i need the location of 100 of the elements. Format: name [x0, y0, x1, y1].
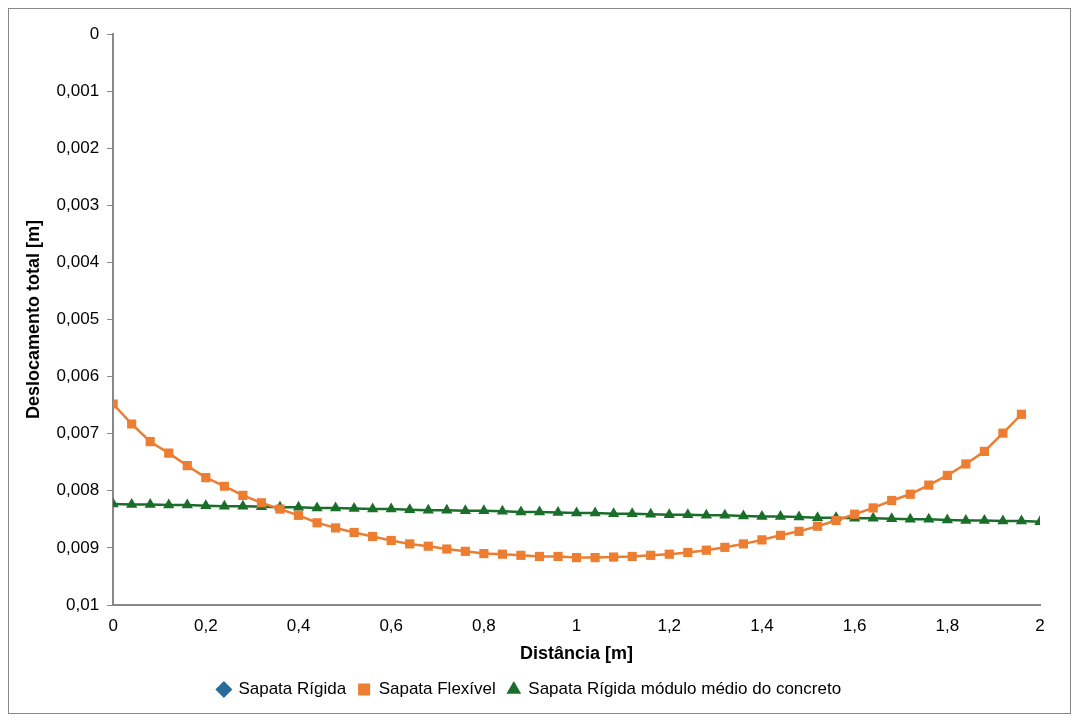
point — [700, 508, 712, 519]
point — [737, 509, 750, 520]
point — [590, 553, 600, 563]
point — [163, 498, 175, 509]
point — [348, 502, 360, 512]
x-tick-label: 1,2 — [657, 615, 682, 635]
x-tick-label: 1,6 — [842, 615, 867, 635]
point — [646, 550, 656, 560]
point — [479, 549, 489, 559]
point — [405, 539, 415, 549]
x-tick-label: 0,6 — [379, 615, 404, 635]
y-tick-label: 0,001 — [56, 80, 100, 100]
point — [886, 512, 898, 523]
legend-label: Sapata Flexível — [378, 679, 496, 699]
point — [794, 526, 804, 536]
point — [775, 530, 786, 540]
point — [534, 551, 545, 562]
point — [349, 527, 359, 538]
y-tick-label: 0,01 — [66, 594, 100, 614]
point — [626, 507, 638, 517]
point — [868, 503, 878, 513]
y-tick-label: 0,004 — [56, 252, 100, 272]
point — [478, 504, 490, 515]
point — [757, 535, 767, 545]
legend-label: Sapata Rígida — [238, 679, 347, 699]
point — [404, 503, 416, 513]
point — [329, 501, 342, 512]
y-tick-label: 0 — [89, 23, 100, 43]
x-tick-label: 0 — [108, 615, 118, 635]
point — [811, 511, 824, 521]
y-tick-label: 0,007 — [56, 423, 100, 443]
y-tick-label: 0,009 — [56, 537, 100, 557]
point — [570, 506, 583, 517]
point — [311, 501, 323, 512]
point — [386, 535, 396, 546]
point — [589, 506, 601, 517]
point — [1015, 514, 1028, 525]
point — [385, 502, 397, 513]
point — [701, 545, 711, 555]
point — [887, 495, 897, 506]
point — [812, 521, 823, 531]
point — [516, 550, 526, 560]
point — [442, 544, 452, 554]
legend-label: Sapata Rígida módulo médio do concreto — [528, 679, 842, 699]
x-tick-label: 0,8 — [472, 615, 496, 635]
point — [164, 448, 174, 458]
point — [515, 505, 527, 516]
point — [1016, 409, 1027, 419]
point — [496, 504, 509, 515]
x-tick-label: 1 — [571, 615, 582, 635]
x-axis-title: Distância [m] — [520, 643, 634, 664]
point — [961, 459, 971, 469]
point — [720, 542, 730, 552]
point — [330, 523, 341, 533]
point — [127, 419, 137, 429]
point — [941, 513, 953, 524]
point — [201, 473, 211, 483]
x-tick-label: 1,4 — [750, 615, 774, 635]
point — [942, 470, 952, 480]
point — [904, 512, 916, 523]
point — [683, 547, 693, 558]
point — [663, 508, 675, 519]
point — [793, 510, 805, 521]
point — [738, 539, 748, 549]
x-tick-label: 1,8 — [935, 615, 960, 635]
point — [960, 513, 972, 524]
point — [552, 506, 564, 516]
y-tick-label: 0,003 — [56, 194, 100, 214]
point — [627, 551, 637, 562]
point — [293, 510, 304, 520]
point — [126, 498, 138, 508]
x-tick-label: 0,4 — [286, 615, 311, 635]
point — [608, 507, 620, 517]
point — [571, 553, 582, 563]
point — [831, 515, 841, 526]
point — [368, 531, 378, 542]
y-tick-label: 0,006 — [56, 366, 100, 386]
point — [292, 500, 305, 511]
point — [219, 481, 229, 491]
point — [682, 508, 694, 519]
point — [756, 510, 768, 520]
point — [145, 437, 155, 447]
point — [924, 480, 934, 490]
x-tick-label: 0,2 — [194, 615, 218, 635]
point — [238, 490, 248, 500]
point — [997, 514, 1009, 525]
point — [275, 504, 285, 514]
point — [497, 549, 508, 559]
point — [460, 546, 470, 556]
point — [181, 498, 193, 509]
x-tick-label: 2 — [1035, 615, 1045, 635]
y-axis-title: Deslocamento total [m] — [22, 219, 43, 420]
y-tick-label: 0,005 — [56, 309, 100, 329]
point — [774, 510, 787, 520]
point — [218, 499, 230, 510]
point — [905, 489, 915, 499]
point — [312, 518, 322, 528]
y-tick-label: 0,008 — [56, 480, 100, 500]
point — [923, 512, 935, 523]
point — [978, 513, 991, 524]
